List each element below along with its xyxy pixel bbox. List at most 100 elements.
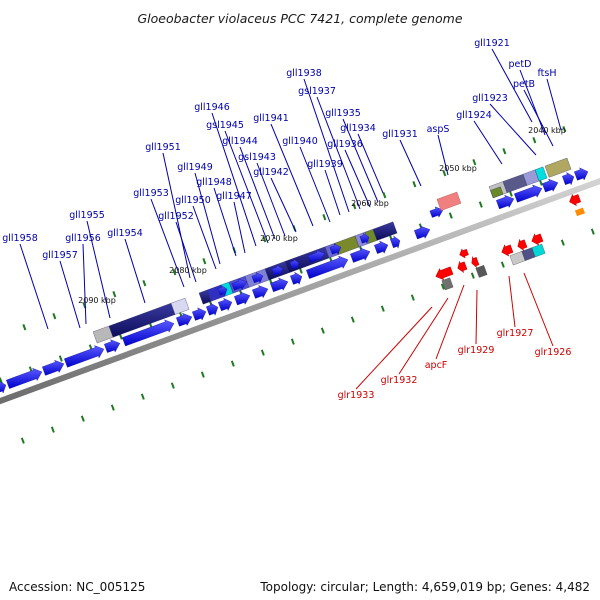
leader-line	[239, 146, 276, 240]
reverse-gene-arrow	[569, 193, 582, 207]
tick-mark	[410, 294, 415, 301]
topology-text: Topology: circular; Length: 4,659,019 bp…	[260, 580, 590, 594]
gene-arrow	[359, 232, 370, 245]
tick-mark	[590, 228, 595, 235]
tick-mark	[380, 305, 385, 312]
leader-line	[303, 78, 350, 213]
gene-label-gll1941: gll1941	[253, 113, 289, 124]
gene-label-gsl1937: gsl1937	[298, 86, 336, 97]
leader-line	[435, 284, 465, 360]
tick-mark	[352, 203, 357, 210]
gene-arrow	[390, 235, 401, 249]
gene-arrow	[218, 297, 233, 312]
gene-arrow	[289, 258, 300, 270]
gene-arrows	[0, 167, 589, 394]
gene-arrow	[329, 243, 342, 255]
scale-label: 2040 kbp	[528, 126, 566, 135]
tick-mark	[52, 313, 57, 320]
gene-arrow	[251, 272, 264, 284]
leader-line	[211, 112, 257, 247]
reverse-gene-arrow	[459, 248, 469, 259]
tick-mark	[322, 214, 327, 221]
leader-line	[489, 103, 537, 156]
gene-label-aspS: aspS	[427, 124, 450, 135]
scale-label: 2080 kbp	[169, 266, 207, 275]
tick-mark	[442, 170, 447, 177]
gene-arrow	[429, 206, 444, 218]
gene-arrow	[562, 172, 575, 186]
leader-line	[233, 201, 246, 254]
gene-label-glr1932: glr1932	[381, 375, 418, 386]
gene-arrow	[192, 307, 207, 321]
gene-label-petB: petB	[513, 79, 535, 90]
gene-label-gll1944: gll1944	[222, 136, 258, 147]
reverse-gene-arrow	[457, 260, 468, 274]
leader-line	[324, 169, 341, 216]
gene-label-gll1942: gll1942	[253, 167, 289, 178]
leader-line	[491, 48, 533, 123]
gene-label-gll1946: gll1946	[194, 102, 230, 113]
leader-line	[342, 118, 379, 203]
gene-arrow	[122, 319, 175, 347]
reverse-strand-features	[435, 191, 585, 291]
leader-line	[344, 149, 371, 208]
gene-arrow	[0, 381, 7, 394]
genome-backbone	[0, 177, 600, 405]
gene-arrow	[176, 312, 193, 327]
tick-mark	[320, 327, 325, 334]
gene-arrow	[306, 255, 349, 279]
gene-arrow	[252, 285, 269, 299]
gene-label-gll1957: gll1957	[42, 250, 78, 261]
leader-line	[82, 243, 87, 325]
tick-mark	[140, 393, 145, 400]
position-ticks	[0, 126, 595, 444]
tick-mark	[112, 291, 117, 298]
gene-arrow	[374, 240, 389, 254]
gene-label-gll1951: gll1951	[145, 142, 181, 153]
leader-line	[162, 152, 191, 279]
leader-line	[192, 205, 217, 270]
tick-mark	[562, 126, 567, 133]
leader-line	[124, 238, 146, 304]
leader-line	[270, 177, 297, 233]
tick-mark	[260, 349, 265, 356]
homology-block	[372, 221, 398, 241]
tick-mark	[500, 261, 505, 268]
gene-arrow	[104, 339, 121, 353]
leader-line	[546, 78, 562, 131]
gene-arrow	[270, 277, 289, 293]
gene-arrow	[64, 345, 105, 368]
gene-arrow	[414, 225, 431, 240]
gene-arrow	[496, 194, 515, 210]
reverse-block	[531, 243, 546, 258]
gene-arrow	[542, 178, 559, 193]
gene-label-gll1949: gll1949	[177, 162, 213, 173]
gene-arrow	[231, 278, 248, 291]
tick-mark	[448, 212, 453, 219]
gene-label-gll1954: gll1954	[107, 228, 143, 239]
gene-label-gll1956: gll1956	[65, 233, 101, 244]
leader-line	[523, 89, 554, 147]
leader-line	[473, 120, 503, 165]
tick-mark	[200, 371, 205, 378]
scale-labels: 2040 kbp 2050 kbp 2060 kbp 2070 kbp 2080 kbp…	[78, 126, 566, 305]
leader-line	[256, 162, 286, 237]
scale-label: 2090 kbp	[78, 296, 116, 305]
gene-arrow	[6, 367, 43, 389]
gene-label-gsl1945: gsl1945	[206, 120, 244, 131]
tick-mark	[80, 415, 85, 422]
gene-label-gll1952: gll1952	[158, 211, 194, 222]
scale-label: 2070 kbp	[260, 234, 298, 243]
reverse-gene-arrow	[501, 244, 514, 257]
gene-arrow	[290, 271, 303, 286]
tick-mark	[478, 201, 483, 208]
gene-label-gll1953: gll1953	[133, 188, 169, 199]
gene-label-gll1939: gll1939	[307, 159, 343, 170]
leader-line	[508, 275, 516, 328]
tick-mark	[22, 324, 27, 331]
gene-arrow	[42, 359, 65, 376]
tick-mark	[350, 316, 355, 323]
